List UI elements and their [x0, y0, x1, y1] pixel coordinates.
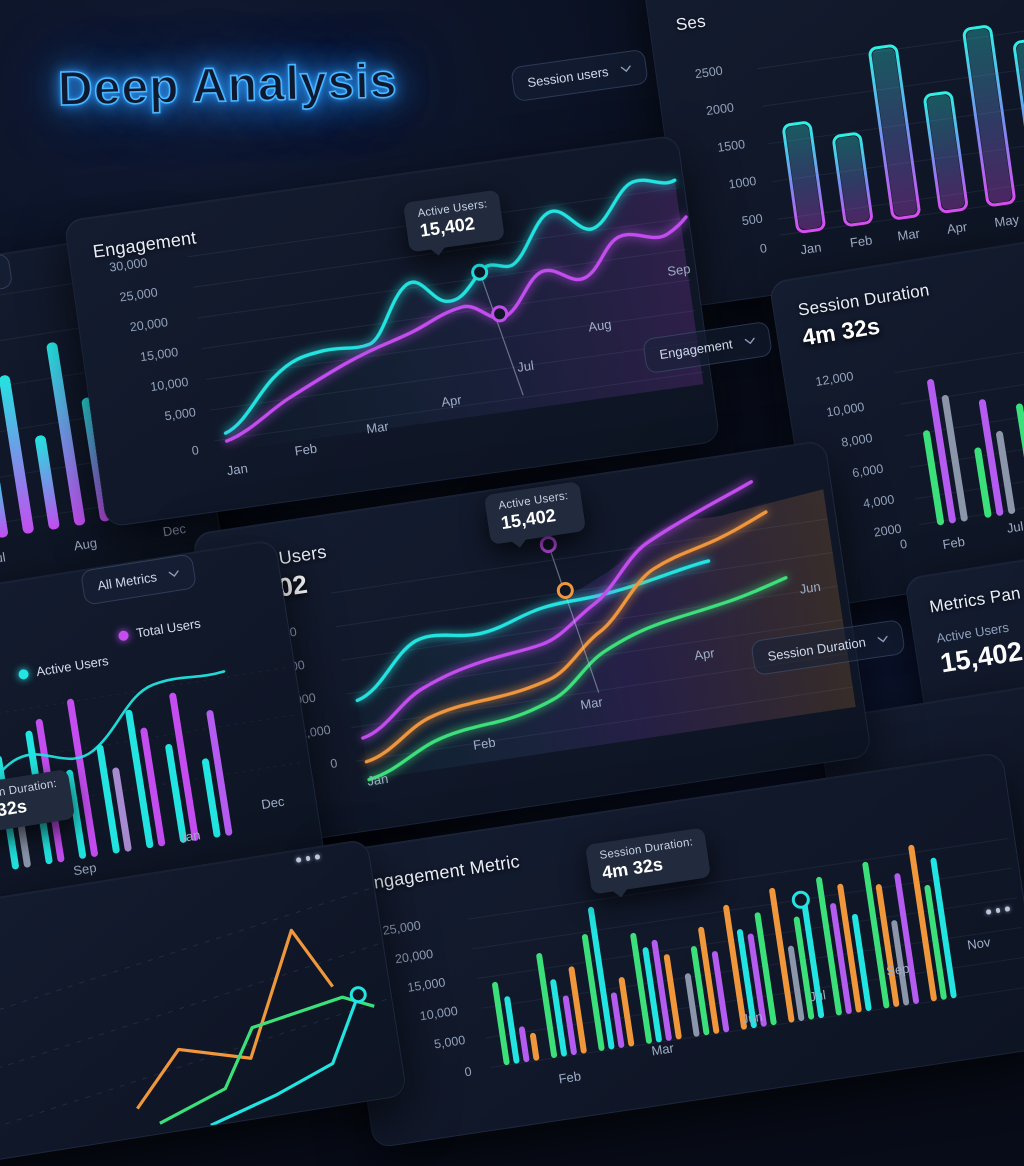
kebab-dot — [986, 909, 991, 914]
eng-xtick-mar: Mar — [365, 418, 389, 436]
session-duration-filter-label: Session Duration — [767, 634, 867, 663]
chevron-down-icon — [168, 570, 180, 579]
au-xtick-jun: Jun — [799, 579, 822, 597]
session-bars-xtick-apr: Apr — [946, 219, 968, 237]
metrics-panel-title: Metrics Pan — [928, 583, 1022, 617]
legend-total-users-dot — [118, 629, 129, 640]
sd-xtick-jul: Jul — [1006, 518, 1024, 535]
kebab-dot — [1005, 906, 1010, 911]
dashboard-canvas: Jun Jul Aug Dec ent Ses — [0, 0, 1024, 1024]
chevron-down-icon — [620, 65, 632, 73]
kebab-dot — [305, 856, 310, 861]
session-bars-xtick-mar: Mar — [896, 226, 920, 244]
au-xtick-apr: Apr — [693, 645, 715, 663]
kebab-dot — [296, 857, 301, 862]
em-xtick-jul: Jul — [808, 987, 827, 1004]
eng-xtick-sep: Sep — [666, 261, 691, 279]
kebab-dot — [995, 908, 1000, 913]
engagement-filter-label: Engagement — [658, 336, 733, 362]
bottom-left-lines-card[interactable] — [0, 838, 408, 1165]
chevron-down-icon — [744, 337, 756, 346]
eng-xtick-apr: Apr — [440, 392, 462, 410]
top-filter-label: Session users — [526, 64, 609, 90]
session-bars-ytick-500: 500 — [741, 211, 764, 228]
eng-xtick-jul: Jul — [516, 358, 535, 375]
eng-xtick-aug: Aug — [587, 316, 612, 334]
page-title: Deep Analysis — [57, 54, 398, 117]
top-filter-dropdown[interactable]: Session users — [510, 49, 648, 102]
all-metrics-label: All Metrics — [96, 569, 158, 593]
eng-xtick-feb: Feb — [294, 441, 318, 459]
chevron-down-icon — [877, 635, 889, 644]
session-bars-xtick-jan: Jan — [799, 240, 822, 258]
bottom-left-lines-chart — [0, 839, 408, 1165]
au-xtick-jan: Jan — [366, 771, 389, 789]
kebab-dot — [315, 854, 320, 859]
session-bars-xtick-feb: Feb — [849, 232, 873, 250]
legend-active-users-dot — [18, 668, 29, 679]
eng-xtick-jan: Jan — [226, 460, 249, 478]
em-xtick-jun: Jun — [741, 1009, 764, 1027]
